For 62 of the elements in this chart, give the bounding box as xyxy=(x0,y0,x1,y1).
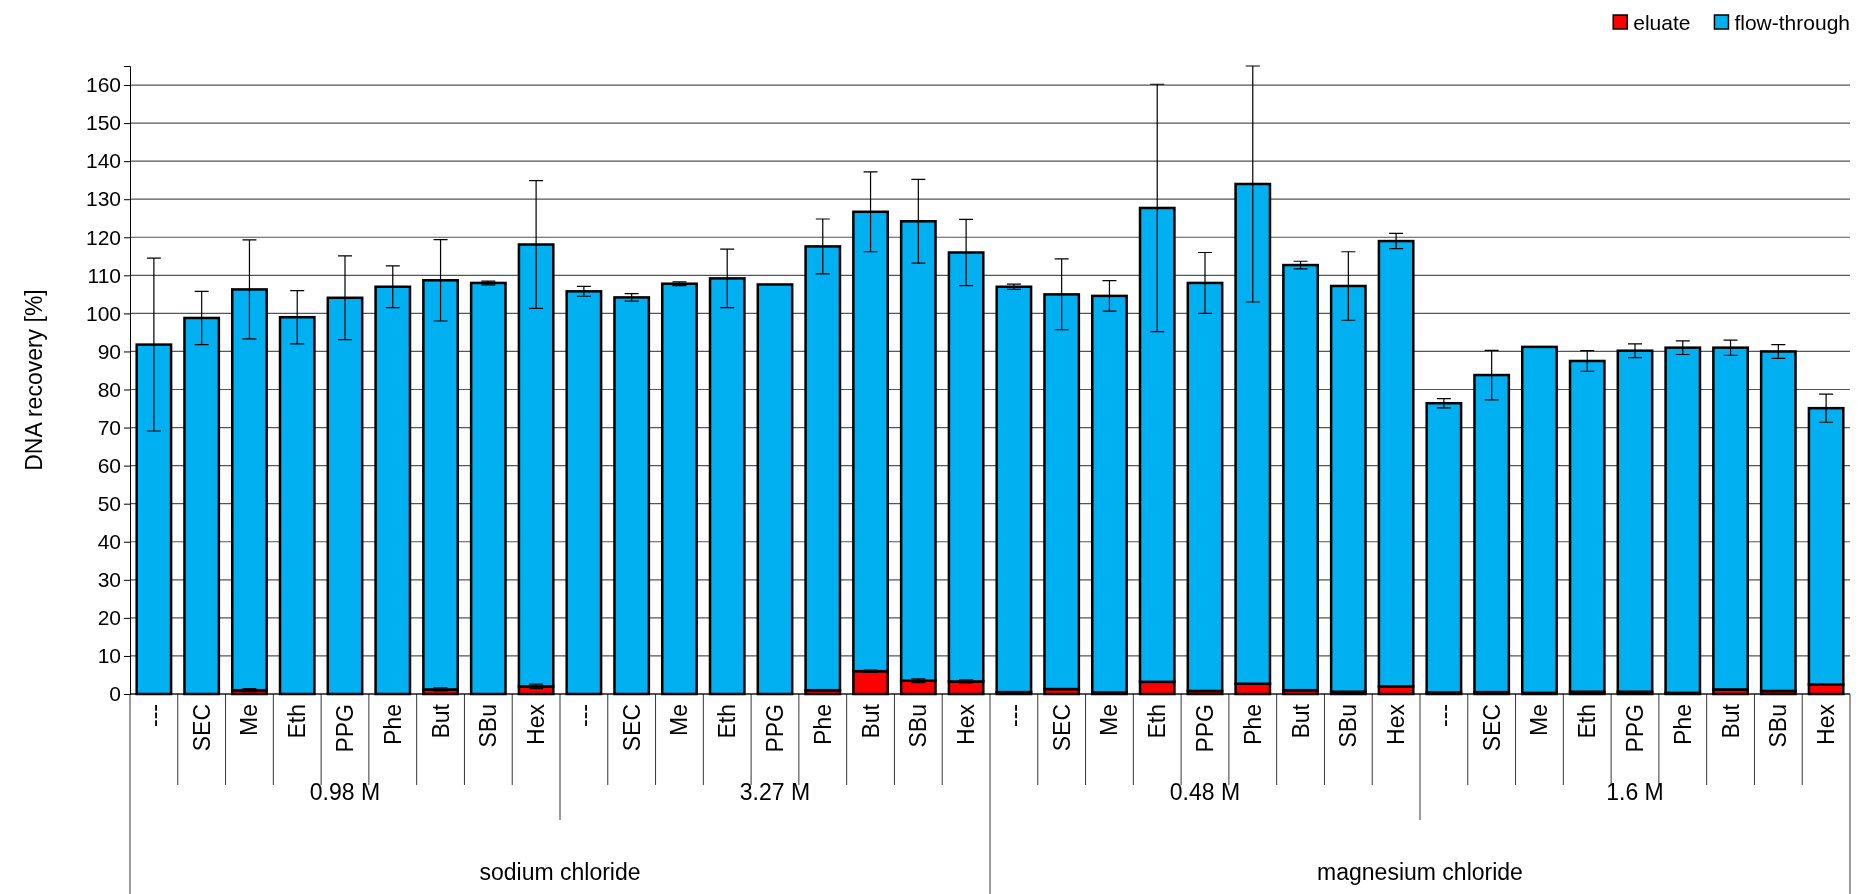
text: magnesium chloride xyxy=(1317,859,1523,885)
y-tick-label: 0 xyxy=(109,682,121,706)
y-tick-label: 140 xyxy=(85,149,121,173)
x-tick-label: PPG xyxy=(332,704,358,753)
y-tick-label: 10 xyxy=(97,644,121,668)
y-tick-label: 90 xyxy=(97,339,121,363)
x-tick-label: Eth xyxy=(714,704,741,739)
text: 0.98 M xyxy=(309,779,381,805)
x-tick-label: But xyxy=(427,703,454,739)
x-tick-label: Phe xyxy=(1669,704,1696,745)
text: 1.6 M xyxy=(1606,779,1664,805)
x-tick-label: --- xyxy=(570,704,597,727)
x-tick-label: --- xyxy=(1430,704,1457,727)
x-tick-label: SBu xyxy=(475,704,502,748)
x-tick-label: PPG xyxy=(1192,704,1218,753)
y-tick-label: 50 xyxy=(97,491,121,515)
x-tick-label: Me xyxy=(1096,704,1123,736)
y-tick-label: 70 xyxy=(97,415,121,439)
y-tick-label: 120 xyxy=(85,225,121,249)
y-tick-label: 110 xyxy=(87,263,121,287)
x-tick-label: Eth xyxy=(1144,704,1171,739)
x-tick-label: Me xyxy=(1526,704,1553,736)
x-tick-label: Hex xyxy=(523,703,550,745)
y-tick-label: 60 xyxy=(97,453,121,477)
x-tick-label: But xyxy=(1287,703,1314,739)
x-tick-label: Hex xyxy=(953,703,980,745)
x-tick-label: SEC xyxy=(1048,704,1075,752)
x-tick-label: But xyxy=(1717,703,1744,739)
x-tick-label: Phe xyxy=(1239,704,1266,745)
x-tick-label: Eth xyxy=(284,704,311,739)
x-tick-label: SBu xyxy=(1335,704,1362,748)
x-tick-label: Me xyxy=(236,704,263,736)
y-tick-label: 30 xyxy=(97,568,121,592)
x-tick-label: Hex xyxy=(1813,703,1840,745)
text: 3.27 M xyxy=(739,779,811,805)
legend-label: eluate xyxy=(1633,11,1691,34)
x-tick-label: SBu xyxy=(905,704,932,748)
x-tick-label: Hex xyxy=(1383,703,1410,745)
y-tick-label: 40 xyxy=(97,529,121,553)
x-tick-label: SBu xyxy=(1765,704,1792,748)
x-tick-label: Phe xyxy=(809,704,836,745)
y-tick-label: 20 xyxy=(97,606,121,630)
y-tick-label: 150 xyxy=(85,111,121,135)
y-axis-title: DNA recovery [%] xyxy=(21,289,47,471)
x-tick-label: Phe xyxy=(379,704,406,745)
legend-label: flow-through xyxy=(1734,11,1850,34)
y-tick-label: 160 xyxy=(85,73,121,97)
text: 0.48 M xyxy=(1169,779,1241,805)
x-tick-label: PPG xyxy=(1622,704,1648,753)
x-tick-label: --- xyxy=(1000,704,1027,727)
text: sodium chloride xyxy=(479,859,641,885)
x-tick-label: Me xyxy=(666,704,693,736)
x-tick-label: --- xyxy=(140,704,167,727)
x-tick-label: Eth xyxy=(1574,704,1601,739)
y-tick-label: 100 xyxy=(85,301,121,325)
x-tick-label: PPG xyxy=(762,704,788,753)
x-tick-label: But xyxy=(857,703,884,739)
y-tick-label: 130 xyxy=(85,187,121,211)
x-tick-label: SEC xyxy=(188,704,215,752)
y-tick-label: 80 xyxy=(97,377,121,401)
x-tick-label: SEC xyxy=(1478,704,1505,752)
x-tick-label: SEC xyxy=(618,704,645,752)
